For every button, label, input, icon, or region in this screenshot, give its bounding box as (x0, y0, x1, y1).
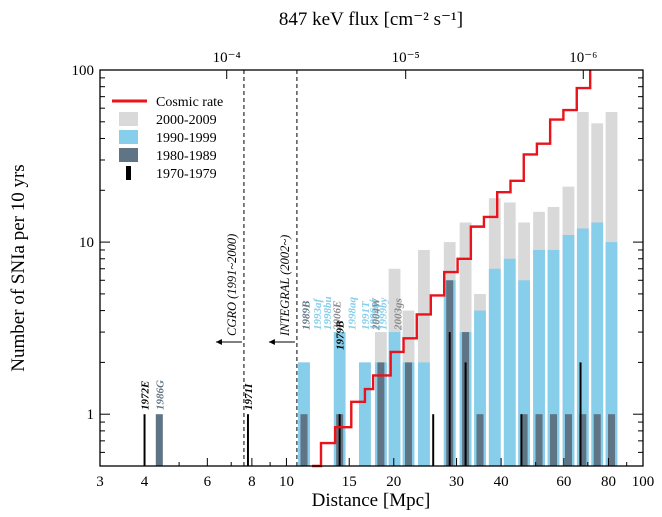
legend-swatch-1980-1989 (119, 148, 138, 162)
bar-1990-1999-38.4 (488, 268, 501, 466)
bar-1990-1999-74.4 (591, 222, 604, 466)
sn-label-1989b: 1989B (300, 301, 312, 330)
y-tick-label-100: 100 (72, 63, 95, 79)
legend: Cosmic rate 2000-2009 1990-1999 1980-198… (112, 95, 223, 182)
sn-label-1998bu: 1998bu (322, 296, 334, 330)
bar-1990-1999-81.6 (605, 242, 618, 466)
bar-1990-1999-24.3 (418, 362, 430, 466)
y-tick-label-1: 1 (87, 407, 95, 423)
sn-label-1971i: 1971I (243, 383, 255, 410)
x-tick-label-80: 80 (601, 474, 616, 490)
sn-label-1986g: 1986G (154, 380, 166, 410)
arrowhead-1 (268, 339, 275, 345)
sn-label-1999cl: 1999cl (370, 299, 382, 330)
sn-label-1972e: 1972E (140, 381, 152, 410)
x-tick-label-15: 15 (342, 474, 357, 490)
bar-1990-1999-34.9 (474, 310, 486, 466)
sn-label-1993af: 1993af (312, 298, 324, 331)
bar-1970-1979-25.8 (432, 414, 435, 466)
ticks-group: 3 4 6 8 10 15 20 30 40 60 80 100 1 10 100 10⁻⁴ 10⁻⁵ 10⁻⁶ (72, 50, 655, 490)
x-tick-label-4: 4 (141, 474, 149, 490)
y-axis-title: Number of SNIa per 10 yrs (8, 164, 29, 371)
top-tick-label-1: 10⁻⁵ (392, 50, 420, 66)
vline-label-cgro-1991-2000: CGRO (1991~2000) (225, 234, 239, 336)
bar-1980-1989-34.9 (476, 414, 484, 466)
x-axis-title: Distance [Mpc] (312, 490, 431, 511)
legend-swatch-1990-1999 (119, 130, 138, 144)
legend-label-2000-2009: 2000-2009 (156, 113, 217, 128)
sn-label-1996ai: 1996ai (368, 299, 380, 331)
x-tick-label-100: 100 (632, 474, 655, 490)
bar-1980-1989-51.1 (535, 414, 543, 466)
x-tick-label-60: 60 (556, 474, 571, 490)
top-axis-title: 847 keV flux [cm⁻² s⁻¹] (279, 9, 463, 30)
bar-1970-1979-14.1 (338, 414, 341, 466)
bar-1980-1989-4.4 (155, 414, 163, 466)
plot-frame (99, 69, 644, 467)
bar-1980-1989-81.6 (608, 414, 616, 466)
top-tick-label-0: 10⁻⁴ (213, 50, 241, 66)
bar-1970-1979-7.8 (246, 414, 249, 466)
bar-1980-1989-22 (405, 362, 413, 466)
legend-label-1980-1989: 1980-1989 (156, 149, 217, 164)
legend-label-1970-1979: 1970-1979 (156, 167, 217, 182)
top-tick-label-2: 10⁻⁶ (569, 50, 597, 66)
bar-1980-1989-11.2 (300, 414, 308, 466)
bar-1990-1999-20.1 (388, 332, 401, 466)
bar-1990-1999-51.1 (533, 249, 545, 466)
bar-1990-1999-14.1 (333, 332, 346, 466)
bar-1990-1999-46.4 (518, 280, 530, 466)
bar-1970-1979-4 (143, 414, 146, 466)
bar-1990-1999-16.6 (359, 362, 371, 466)
bar-2000-2009-24.3 (418, 249, 430, 466)
sn-label-1998aq: 1998aq (346, 297, 358, 331)
bar-1980-1989-46.4 (520, 414, 528, 466)
x-tick-label-3: 3 (96, 474, 104, 490)
sn-label-2004w: 2004W (371, 297, 383, 331)
bar-1980-1989-67.8 (579, 414, 587, 466)
vline-label-integral-2002: INTEGRAL (2002~) (278, 235, 292, 337)
arrowhead-0 (215, 339, 222, 345)
bar-1980-1989-18.4 (377, 362, 385, 466)
x-tick-label-40: 40 (494, 474, 509, 490)
sn-label-1991t: 1991T (360, 300, 372, 330)
bar-1990-1999-67.8 (576, 228, 589, 466)
sn-label-2006e: 2006E (331, 301, 343, 331)
bar-1970-1979-31.8 (464, 362, 467, 466)
bar-1970-1979-66.8 (579, 362, 582, 466)
cosmic-rate-line (312, 70, 592, 468)
vertical-lines-group: CGRO (1991~2000) INTEGRAL (2002~) (215, 70, 298, 466)
legend-swatch-1970-1979 (126, 166, 131, 180)
bar-1990-1999-56.1 (547, 249, 560, 466)
annotations-group: 1972E 1986G 1971I 1989B 1993af1998bu2006E197… (140, 296, 405, 410)
x-tick-label-6: 6 (204, 474, 212, 490)
legend-swatch-2000-2009 (119, 112, 138, 126)
bars-group (143, 112, 618, 467)
x-tick-label-8: 8 (248, 474, 256, 490)
bar-1970-1979-45.6 (520, 414, 523, 466)
sn-label-1999by: 1999by (378, 298, 390, 331)
legend-label-cosmic-rate: Cosmic rate (156, 95, 223, 110)
bar-1980-1989-74.4 (593, 414, 601, 466)
bar-1990-1999-42.3 (503, 258, 516, 466)
x-tick-label-20: 20 (386, 474, 401, 490)
sn-label-1979b: 1979B (335, 321, 347, 350)
sn-label-2003gs: 2003gs (393, 298, 405, 331)
cosmic-rate-group (312, 70, 592, 468)
bar-1980-1989-56.1 (549, 414, 558, 466)
bar-1980-1989-61.8 (564, 414, 572, 466)
x-tick-label-30: 30 (449, 474, 464, 490)
bar-1970-1979-28.7 (448, 332, 451, 466)
y-tick-label-10: 10 (79, 235, 94, 251)
legend-label-1990-1999: 1990-1999 (156, 131, 217, 146)
x-tick-label-10: 10 (279, 474, 294, 490)
bar-1990-1999-61.8 (562, 234, 575, 466)
